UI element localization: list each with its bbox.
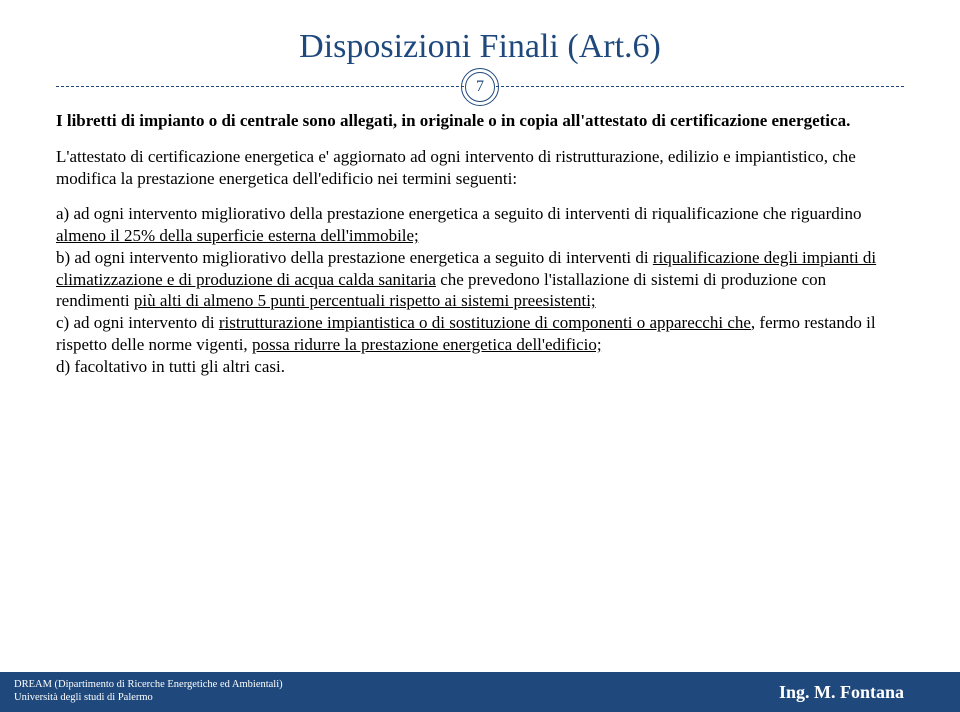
page-title: Disposizioni Finali (Art.6) (56, 28, 904, 66)
slide: Disposizioni Finali (Art.6) 7 I libretti… (0, 0, 960, 712)
footer-line-2: Università degli studi di Palermo (14, 692, 283, 705)
title-divider: 7 (56, 72, 904, 102)
update-rule-paragraph: L'attestato di certificazione energetica… (56, 146, 904, 190)
item-a-underline: almeno il 25% della superficie esterna d… (56, 226, 419, 245)
footer-line-1: DREAM (Dipartimento di Ricerche Energeti… (14, 679, 283, 692)
page-number-badge: 7 (465, 72, 495, 102)
item-b-pre: b) ad ogni intervento migliorativo della… (56, 248, 653, 267)
intro-paragraph: I libretti di impianto o di centrale son… (56, 110, 904, 132)
footer-bar: DREAM (Dipartimento di Ricerche Energeti… (0, 672, 960, 712)
item-c-pre: c) ad ogni intervento di (56, 313, 219, 332)
content-body: I libretti di impianto o di centrale son… (56, 110, 904, 377)
footer-author: Ing. M. Fontana (779, 682, 904, 703)
item-b-underline-2: più alti di almeno 5 punti percentuali r… (134, 291, 596, 310)
item-a-pre: a) ad ogni intervento migliorativo della… (56, 204, 861, 223)
item-d: d) facoltativo in tutti gli altri casi. (56, 357, 285, 376)
item-c-underline-2: possa ridurre la prestazione energetica … (252, 335, 602, 354)
list-items: a) ad ogni intervento migliorativo della… (56, 203, 904, 377)
item-c-underline-1: ristrutturazione impiantistica o di sost… (219, 313, 751, 332)
footer-affiliation: DREAM (Dipartimento di Ricerche Energeti… (14, 679, 283, 704)
